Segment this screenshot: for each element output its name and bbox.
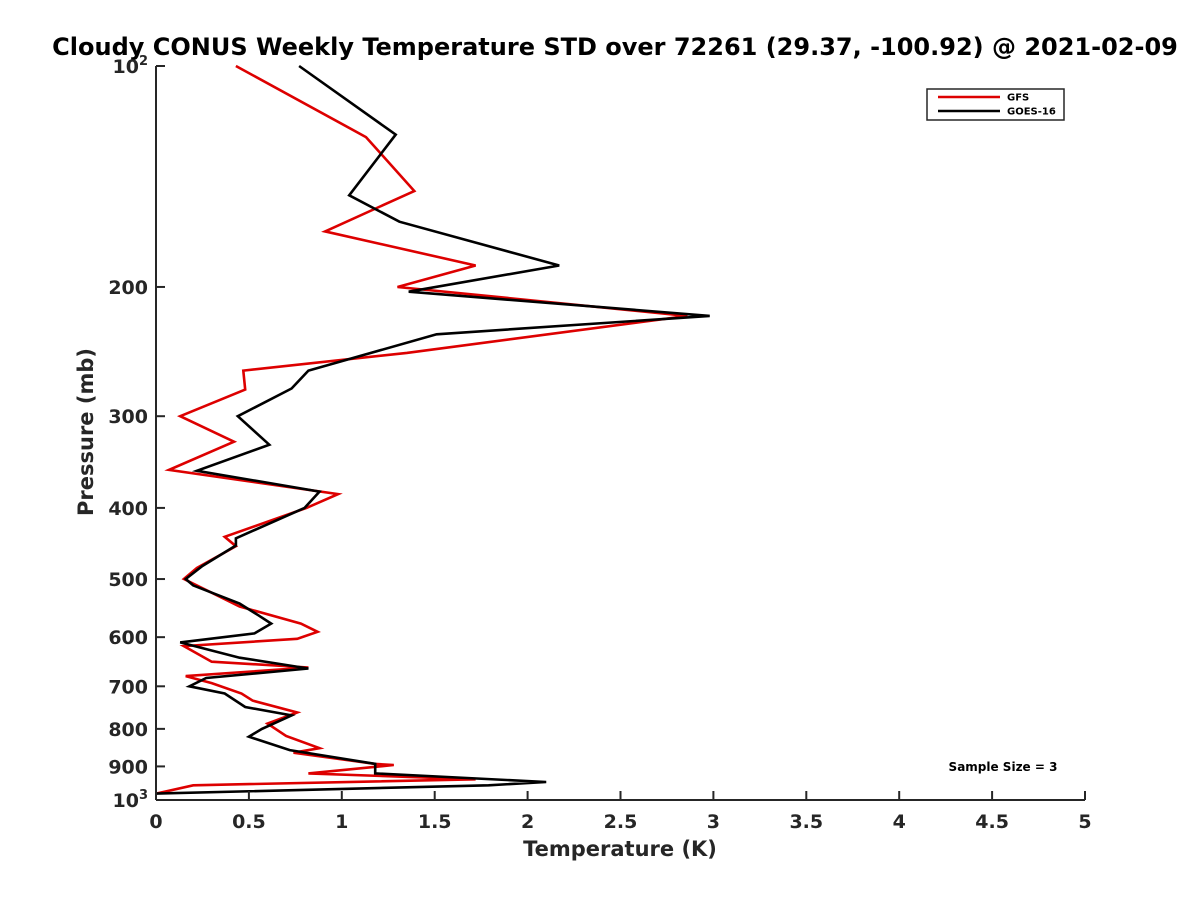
x-tick-label: 2 bbox=[521, 811, 534, 833]
y-tick-label: 400 bbox=[108, 498, 148, 520]
y-tick-label: 500 bbox=[108, 569, 148, 591]
y-tick-label: 200 bbox=[108, 277, 148, 299]
x-axis-ticks: 0 0.5 1 1.5 2 2.5 3 3.5 4 4.5 5 bbox=[149, 791, 1092, 833]
series-line-gfs bbox=[155, 64, 688, 795]
legend-label-gfs: GFS bbox=[1007, 93, 1029, 104]
y-tick-label: 103 bbox=[113, 788, 149, 812]
y-tick-label: 800 bbox=[108, 719, 148, 741]
y-tick-label: 900 bbox=[108, 756, 148, 778]
x-tick-label: 1.5 bbox=[418, 811, 452, 833]
y-tick-label: 102 bbox=[113, 54, 149, 78]
y-axis-label: Pressure (mb) bbox=[74, 348, 98, 516]
chart-title: Cloudy CONUS Weekly Temperature STD over… bbox=[52, 33, 1178, 61]
x-tick-label: 1 bbox=[335, 811, 348, 833]
x-tick-label: 4.5 bbox=[975, 811, 1009, 833]
x-tick-label: 5 bbox=[1078, 811, 1091, 833]
legend: GFS GOES-16 bbox=[926, 88, 1065, 121]
x-axis-label: Temperature (K) bbox=[523, 837, 717, 861]
plot-area bbox=[155, 64, 710, 795]
y-axis-ticks: 102 200 300 400 500 600 700 800 900 103 bbox=[108, 54, 165, 812]
series-line-goes16 bbox=[155, 64, 710, 795]
x-tick-label: 2.5 bbox=[604, 811, 638, 833]
x-tick-label: 3.5 bbox=[789, 811, 823, 833]
x-tick-label: 0 bbox=[149, 811, 162, 833]
x-tick-label: 0.5 bbox=[232, 811, 266, 833]
y-tick-label: 600 bbox=[108, 627, 148, 649]
y-tick-label: 300 bbox=[108, 406, 148, 428]
sample-size-annotation: Sample Size = 3 bbox=[949, 760, 1058, 774]
y-tick-label: 700 bbox=[108, 676, 148, 698]
x-tick-label: 3 bbox=[707, 811, 720, 833]
legend-label-goes16: GOES-16 bbox=[1007, 107, 1056, 118]
x-tick-label: 4 bbox=[893, 811, 906, 833]
legend-box bbox=[926, 88, 1065, 121]
